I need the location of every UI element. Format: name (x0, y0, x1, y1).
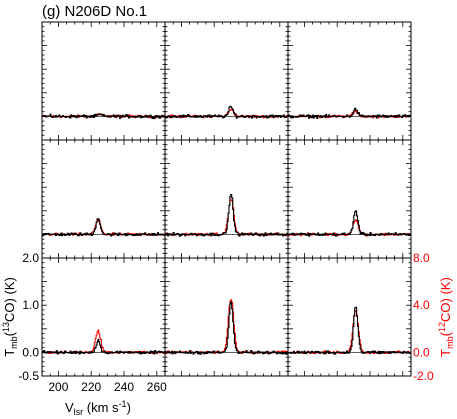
y-right-tick-label: 4.0 (413, 298, 430, 312)
x-tick-label: 200 (48, 380, 68, 394)
series-13co-line (165, 301, 288, 355)
x-axis-title-part: V (65, 400, 74, 415)
panel-plot-area (288, 107, 411, 119)
spectrum-panel (41, 257, 166, 377)
panel-frame (164, 139, 289, 259)
y-right-axis-title-part: CO) (K) (438, 277, 453, 322)
y-left-tick-label: 2.0 (22, 251, 39, 265)
panel-plot-area (288, 306, 411, 355)
series-13co-line (42, 218, 165, 237)
series-13co-line (165, 105, 288, 119)
spectrum-panel (287, 139, 412, 259)
panel-frame (41, 139, 166, 259)
y-left-axis-title-part: mb (9, 336, 19, 349)
x-axis-title: Vlsr (km s-1) (65, 399, 131, 417)
x-tick-label: 240 (114, 380, 134, 394)
x-axis-title-part: (km s (83, 400, 119, 415)
y-left-axis-title-part: ( (2, 331, 17, 336)
x-tick-label: 220 (81, 380, 101, 394)
y-left-axis-title-part: CO) (K) (2, 277, 17, 322)
panel-grid (41, 21, 412, 377)
panel-plot-area (165, 193, 288, 237)
y-left-axis-title-part: 13 (1, 322, 11, 332)
spectrum-panel (164, 21, 289, 141)
panel-plot-area (165, 299, 288, 355)
panel-frame (164, 257, 289, 377)
y-left-tick-label: 1.0 (22, 298, 39, 312)
y-right-axis-title-part: mb (445, 336, 455, 349)
panel-frame (164, 21, 289, 141)
series-12co-line (288, 310, 411, 355)
series-12co-line (42, 329, 165, 355)
y-left-tick-label: -0.5 (18, 369, 39, 383)
axes-labels: 200 220 240 260 2.0 1.0 0.0 -0.5 8.0 4.0 0.0 -2.0 Vl… (1, 251, 455, 417)
x-axis-title-part: ) (127, 400, 131, 415)
series-13co-line (42, 339, 165, 355)
y-left-axis-title: Tmb(13CO) (K) (1, 277, 19, 357)
spectrum-panel (41, 21, 166, 141)
panel-plot-area (288, 210, 411, 237)
series-12co-line (165, 299, 288, 355)
spectrum-panel (164, 257, 289, 377)
x-tick-label: 260 (147, 380, 167, 394)
y-right-axis-title: Tmb(12CO) (K) (437, 277, 455, 357)
x-axis-title-part: lsr (74, 407, 84, 417)
panel-frame (41, 257, 166, 377)
panel-frame (287, 21, 412, 141)
y-right-tick-label: 0.0 (413, 345, 430, 359)
y-right-axis-title-part: T (438, 349, 453, 357)
y-left-axis-title-part: T (2, 349, 17, 357)
y-right-axis-title-part: 12 (437, 322, 447, 332)
y-right-tick-label: 8.0 (413, 251, 430, 265)
series-12co-line (288, 219, 411, 237)
panel-frame (287, 257, 412, 377)
y-right-tick-label: -2.0 (413, 369, 434, 383)
series-12co-line (165, 199, 288, 237)
panel-frame (287, 139, 412, 259)
series-13co-line (288, 210, 411, 237)
x-axis-title-part: -1 (119, 399, 127, 409)
series-13co-line (288, 306, 411, 355)
series-13co-line (288, 107, 411, 119)
spectrum-panel (287, 21, 412, 141)
series-12co-line (42, 218, 165, 236)
panel-plot-area (42, 329, 165, 355)
figure-title: (g) N206D No.1 (42, 3, 147, 20)
panel-plot-area (42, 218, 165, 237)
series-13co-line (165, 193, 288, 237)
spectrum-panel (287, 257, 412, 377)
spectrum-panel (41, 139, 166, 259)
spectrum-panel (164, 139, 289, 259)
y-right-axis-title-part: ( (438, 331, 453, 336)
y-left-tick-label: 0.0 (22, 345, 39, 359)
panel-frame (41, 21, 166, 141)
